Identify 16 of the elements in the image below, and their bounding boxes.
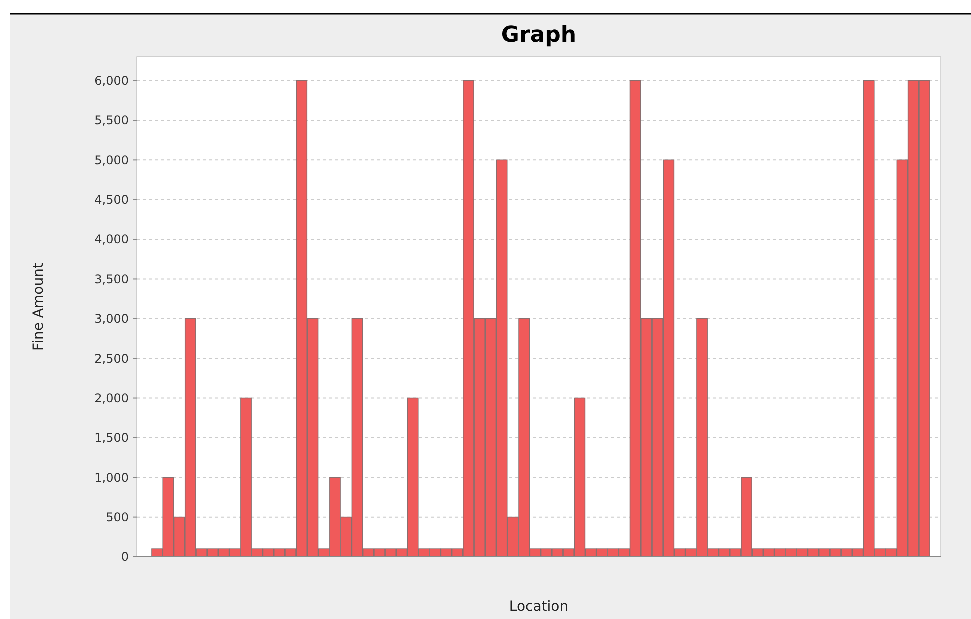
y-tick-label: 5,000 [94, 153, 129, 168]
y-tick-label: 3,500 [94, 272, 129, 286]
y-axis-title: Fine Amount [31, 262, 47, 351]
chart-title: Graph [501, 23, 577, 48]
y-tick-label: 2,000 [94, 391, 129, 406]
y-tick-label: 4,500 [94, 193, 129, 208]
y-tick-label: 1,000 [94, 470, 129, 485]
y-tick-label: 1,500 [94, 431, 129, 446]
y-tick-label: 6,000 [94, 74, 129, 88]
y-tick-label: 5,500 [94, 114, 129, 128]
y-tick-label: 2,500 [94, 352, 129, 366]
y-tick-label: 0 [121, 550, 129, 564]
y-tick-label: 500 [106, 510, 129, 525]
y-tick-label: 3,000 [94, 312, 129, 326]
y-tick-label: 4,000 [94, 232, 129, 247]
x-axis-title: Location [509, 599, 569, 615]
